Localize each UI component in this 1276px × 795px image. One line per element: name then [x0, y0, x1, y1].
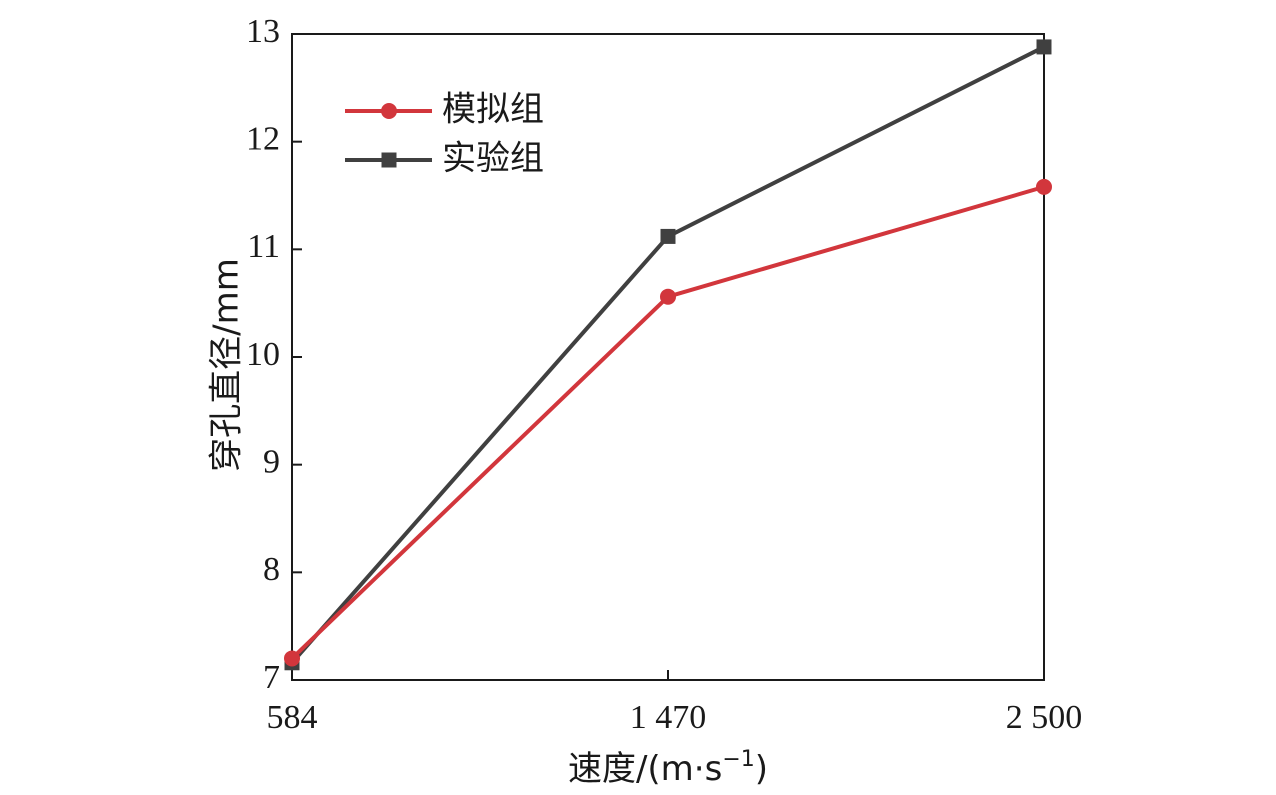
data-point-simulation — [1036, 178, 1052, 195]
y-tick-label: 11 — [247, 228, 280, 265]
y-axis: 7 8 9 10 11 12 13 — [246, 13, 302, 696]
x-tick-label: 1 470 — [630, 699, 707, 736]
data-point-experiment — [660, 228, 676, 244]
x-axis-title-close: ) — [755, 749, 768, 789]
plot-frame — [291, 33, 1045, 681]
y-tick-label: 8 — [263, 551, 280, 588]
x-tick-label: 2 500 — [1006, 699, 1083, 736]
y-axis-title: 穿孔直径/mm — [207, 258, 247, 472]
legend-label-experiment: 实验组 — [442, 139, 544, 179]
legend-marker-experiment — [381, 152, 397, 168]
series-line-simulation — [290, 184, 1045, 660]
x-axis-title-sup: −1 — [722, 747, 754, 772]
y-tick-label: 12 — [246, 120, 280, 157]
x-tick-label: 584 — [267, 699, 318, 736]
series-line-experiment — [290, 45, 1045, 665]
x-axis-title-main: 速度/(m·s — [568, 749, 722, 789]
legend-marker-simulation — [381, 103, 397, 119]
y-tick-label: 7 — [263, 659, 280, 696]
series-layer — [284, 39, 1052, 671]
y-tick-label: 10 — [246, 336, 280, 373]
x-axis: 584 1 470 2 500 — [267, 670, 1083, 736]
legend-label-simulation: 模拟组 — [442, 90, 544, 130]
y-tick-label: 13 — [246, 13, 280, 50]
x-axis-title: 速度/(m·s−1) — [568, 747, 768, 789]
data-point-experiment — [1036, 39, 1052, 55]
y-tick-label: 9 — [263, 443, 280, 480]
data-point-simulation — [284, 650, 300, 667]
data-point-simulation — [660, 288, 676, 305]
